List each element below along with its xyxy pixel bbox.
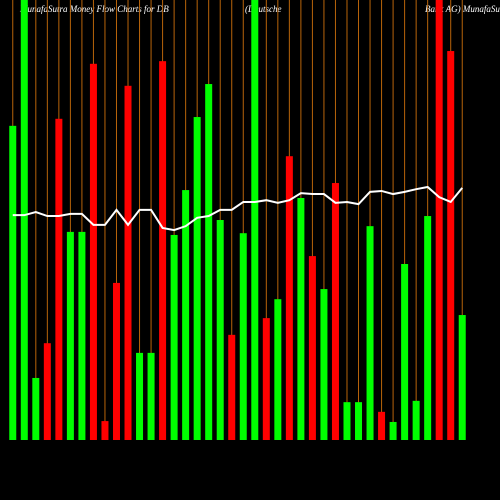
bar	[112, 282, 120, 440]
bar	[205, 84, 213, 440]
bar	[101, 421, 109, 440]
bar	[251, 0, 259, 440]
bar	[424, 216, 432, 440]
bar	[447, 51, 455, 440]
bar	[216, 220, 224, 440]
chart-title: (Deutsche	[245, 4, 281, 14]
bar	[435, 0, 443, 440]
bar	[147, 352, 155, 440]
bar	[239, 233, 247, 440]
bar	[32, 377, 40, 440]
bar	[159, 61, 167, 440]
bar	[124, 85, 132, 441]
bar	[193, 117, 201, 440]
bar	[228, 334, 236, 440]
bar	[274, 299, 282, 440]
bar	[389, 421, 397, 440]
bar	[378, 411, 386, 440]
bar	[78, 231, 86, 440]
bar	[366, 226, 374, 440]
bar	[9, 125, 17, 440]
bar	[355, 402, 363, 440]
bar	[320, 289, 328, 440]
bar	[331, 183, 339, 441]
bar	[66, 231, 74, 440]
bar	[412, 400, 420, 440]
bar	[43, 343, 51, 440]
money-flow-line	[12, 185, 464, 232]
bar	[20, 0, 28, 440]
bar	[308, 256, 316, 440]
chart-title: MunafaSutra Money Flow Charts for DB	[19, 4, 169, 14]
bar	[55, 118, 63, 441]
bar	[182, 190, 190, 440]
bar	[136, 352, 144, 440]
bar	[458, 315, 466, 440]
bar	[297, 198, 305, 440]
bar	[170, 234, 178, 440]
bar	[262, 318, 270, 440]
bar	[401, 264, 409, 440]
bar	[343, 402, 351, 440]
bar	[285, 156, 293, 440]
bar	[89, 63, 97, 441]
